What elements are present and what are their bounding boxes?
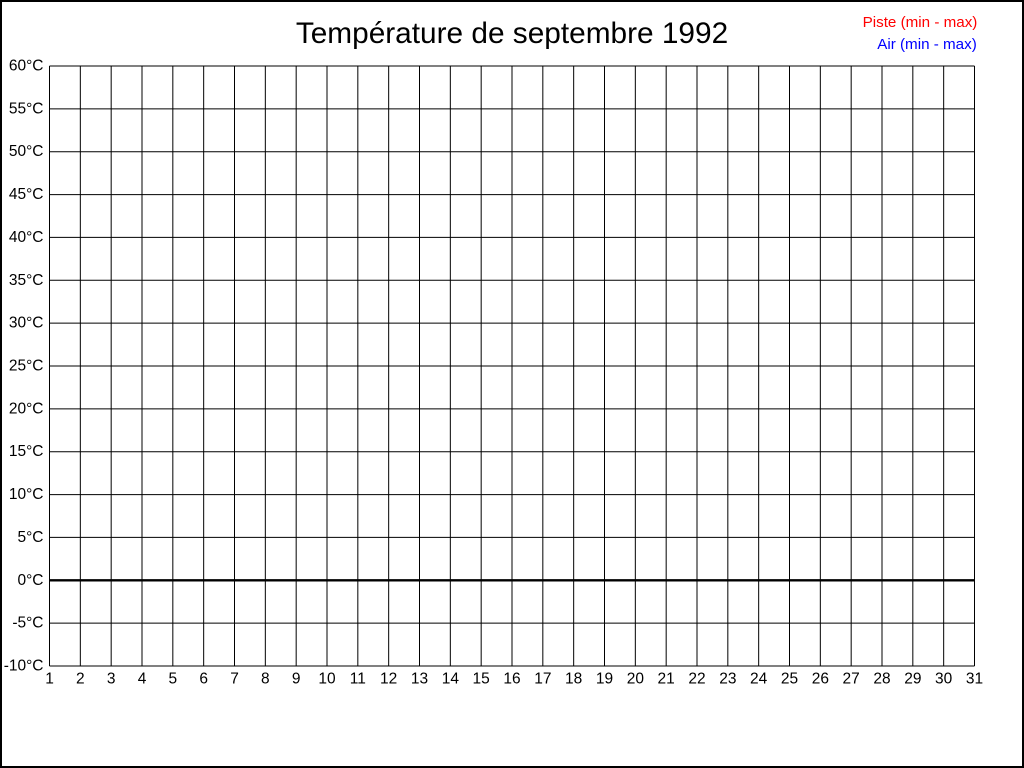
svg-text:Température de septembre 1992: Température de septembre 1992 [296,17,728,50]
svg-text:40°C: 40°C [9,229,44,246]
svg-text:4: 4 [138,671,147,688]
svg-text:35°C: 35°C [9,272,44,289]
svg-text:55°C: 55°C [9,100,44,117]
svg-text:3: 3 [107,671,116,688]
svg-text:2: 2 [76,671,85,688]
svg-text:19: 19 [596,671,613,688]
svg-text:10°C: 10°C [9,486,44,503]
svg-text:21: 21 [658,671,675,688]
svg-text:5: 5 [169,671,178,688]
svg-text:1: 1 [45,671,54,688]
svg-text:25°C: 25°C [9,358,44,375]
svg-text:-5°C: -5°C [12,615,43,632]
svg-text:13: 13 [411,671,428,688]
svg-text:12: 12 [380,671,397,688]
svg-text:50°C: 50°C [9,143,44,160]
svg-text:30: 30 [935,671,953,688]
svg-text:16: 16 [503,671,520,688]
svg-text:-10°C: -10°C [4,658,44,675]
svg-text:25: 25 [781,671,798,688]
svg-text:23: 23 [719,671,736,688]
svg-text:60°C: 60°C [9,58,44,75]
svg-text:30°C: 30°C [9,315,44,332]
svg-text:0°C: 0°C [17,572,43,589]
svg-text:20°C: 20°C [9,400,44,417]
svg-text:15°C: 15°C [9,443,44,460]
svg-text:14: 14 [442,671,460,688]
svg-text:10: 10 [318,671,336,688]
svg-text:28: 28 [873,671,890,688]
svg-text:5°C: 5°C [17,529,43,546]
svg-text:29: 29 [904,671,921,688]
svg-text:9: 9 [292,671,301,688]
svg-text:45°C: 45°C [9,186,44,203]
svg-text:Piste (min - max): Piste (min - max) [863,14,978,31]
svg-text:24: 24 [750,671,768,688]
svg-text:15: 15 [473,671,490,688]
svg-text:22: 22 [688,671,705,688]
svg-text:6: 6 [199,671,208,688]
svg-text:8: 8 [261,671,270,688]
svg-text:26: 26 [812,671,829,688]
svg-text:20: 20 [627,671,645,688]
svg-text:18: 18 [565,671,582,688]
svg-text:Air (min - max): Air (min - max) [877,36,977,53]
svg-text:11: 11 [350,671,366,688]
svg-text:17: 17 [534,671,551,688]
svg-text:27: 27 [843,671,860,688]
svg-text:31: 31 [966,671,983,688]
svg-text:7: 7 [230,671,239,688]
